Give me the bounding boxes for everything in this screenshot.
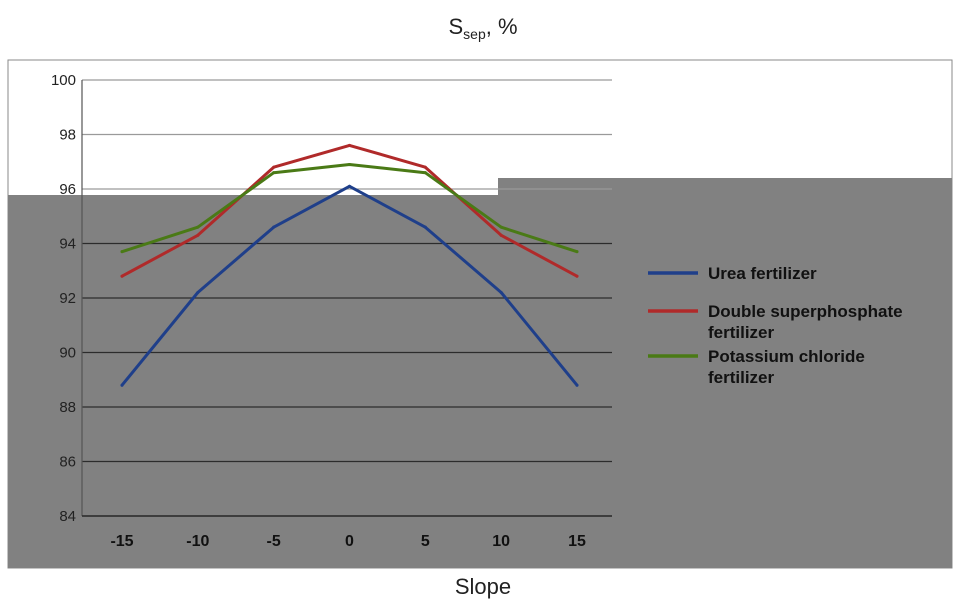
y-tick-label: 88 xyxy=(59,399,76,416)
y-tick-label: 98 xyxy=(59,127,76,144)
data-point xyxy=(120,250,124,254)
data-point xyxy=(348,143,351,147)
legend-entry-3: Potassium chloride fertilizer xyxy=(708,347,865,387)
x-tick-label: -10 xyxy=(186,533,209,550)
data-point xyxy=(575,250,579,254)
axes xyxy=(81,80,612,517)
x-tick-labels: -15 -10 -5 0 5 10 15 xyxy=(110,533,586,550)
data-point xyxy=(575,383,579,387)
x-tick-label: -15 xyxy=(110,533,133,550)
data-point xyxy=(272,225,276,229)
data-point xyxy=(499,233,503,237)
data-point xyxy=(423,165,427,169)
legend-entry-2: Double superphosphate fertilizer xyxy=(708,302,903,342)
legend-entry-1: Urea fertilizer xyxy=(708,264,817,283)
y-tick-labels: 84 86 88 90 92 94 96 98 100 xyxy=(51,72,76,525)
legend: Urea fertilizer Double superphosphate fert… xyxy=(648,264,903,387)
data-point xyxy=(499,291,503,295)
plot-shading-lower xyxy=(8,195,952,568)
data-point xyxy=(348,162,351,166)
y-tick-label: 84 xyxy=(59,508,76,525)
data-point xyxy=(196,233,200,237)
plot-shading-step xyxy=(498,178,952,198)
x-tick-label: 0 xyxy=(345,533,354,550)
data-point xyxy=(575,274,579,278)
data-point xyxy=(272,165,276,169)
y-tick-label: 94 xyxy=(59,236,76,253)
data-point xyxy=(499,225,503,229)
x-axis-label: Slope xyxy=(455,574,511,599)
x-tick-label: -5 xyxy=(267,533,281,550)
chart-title: Ssep, % xyxy=(448,14,517,42)
data-point xyxy=(120,383,124,387)
data-point xyxy=(196,225,200,229)
data-point xyxy=(423,225,427,229)
x-tick-label: 10 xyxy=(492,533,510,550)
data-point xyxy=(196,291,200,295)
data-point xyxy=(272,171,276,175)
data-point xyxy=(120,274,124,278)
y-tick-label: 92 xyxy=(59,290,76,307)
x-tick-label: 15 xyxy=(568,533,586,550)
x-tick-label: 5 xyxy=(421,533,430,550)
data-point xyxy=(348,184,351,188)
data-point xyxy=(423,171,427,175)
y-tick-label: 100 xyxy=(51,72,76,89)
y-tick-label: 90 xyxy=(59,345,76,362)
y-tick-label: 96 xyxy=(59,181,76,198)
series-lines xyxy=(120,143,579,387)
y-tick-label: 86 xyxy=(59,454,76,471)
